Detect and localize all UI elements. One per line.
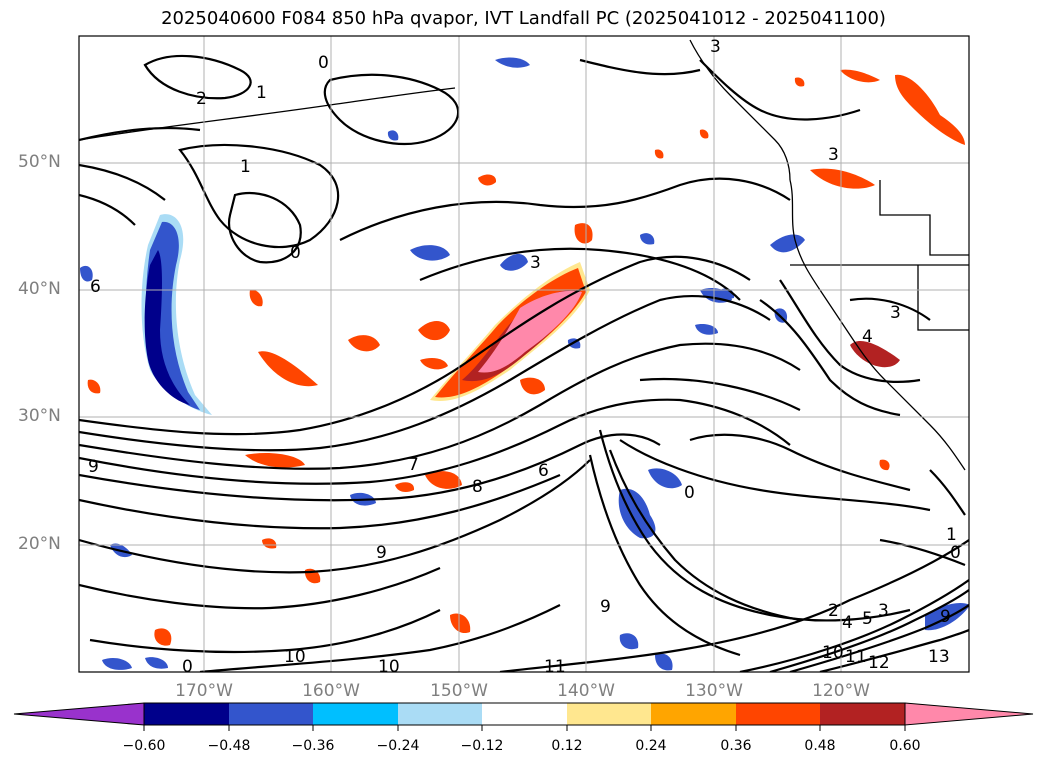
map-title: 2025040600 F084 850 hPa qvapor, IVT Land… xyxy=(161,8,886,29)
contour-label: 1 xyxy=(256,83,267,103)
colorbar-bin xyxy=(651,703,736,725)
contour-label: 8 xyxy=(472,477,483,497)
contour-label: 0 xyxy=(290,243,301,263)
contour-label: 9 xyxy=(940,607,951,627)
contour-label: 3 xyxy=(530,253,541,273)
colorbar-bin xyxy=(398,703,482,725)
colorbar-bin xyxy=(567,703,651,725)
colorbar-bin xyxy=(820,703,905,725)
contour-label: 0 xyxy=(684,483,695,503)
contour-label: 0 xyxy=(318,53,329,73)
colorbar-bin xyxy=(736,703,820,725)
lon-label-130w: 130°W xyxy=(685,681,743,701)
contour-label: 0 xyxy=(950,543,961,563)
contour-label: 5 xyxy=(862,609,873,629)
ivt-contours xyxy=(79,54,969,672)
colorbar xyxy=(13,702,1034,731)
colorbar-tick-label: 0.48 xyxy=(804,738,836,754)
lon-label-120w: 120°W xyxy=(812,681,870,701)
contour-label: 3 xyxy=(710,37,721,57)
contour-labels: 2 1 0 3 1 0 6 3 3 3 4 9 7 8 6 0 9 9 10 1… xyxy=(88,37,961,677)
contour-label: 9 xyxy=(88,457,99,477)
colorbar-tick-label: 0.12 xyxy=(551,738,583,754)
lat-label-30n: 30°N xyxy=(18,406,61,426)
colorbar-tick-label: −0.48 xyxy=(207,738,251,754)
contour-label: 12 xyxy=(868,653,890,673)
contour-label: 9 xyxy=(376,543,387,563)
colorbar-bin xyxy=(313,703,398,725)
plot-frame xyxy=(78,35,970,673)
contour-label: 4 xyxy=(862,327,873,347)
contour-label: 1 xyxy=(946,525,957,545)
contour-label: 2 xyxy=(828,601,839,621)
lon-label-160w: 160°W xyxy=(302,681,360,701)
colorbar-tick-label: −0.60 xyxy=(122,738,166,754)
contour-label: 1 xyxy=(240,157,251,177)
contour-label: 10 xyxy=(284,647,306,667)
coastlines xyxy=(79,39,969,471)
contour-label: 10 xyxy=(822,643,844,663)
contour-label: 11 xyxy=(544,657,566,677)
colorbar-tick-label: 0.60 xyxy=(889,738,921,754)
lat-label-50n: 50°N xyxy=(18,152,61,172)
lon-label-170w: 170°W xyxy=(175,681,233,701)
colorbar-bin xyxy=(229,703,313,725)
contour-label: 3 xyxy=(828,145,839,165)
contour-label: 0 xyxy=(182,657,193,677)
colorbar-extend-left xyxy=(13,702,145,726)
colorbar-extend-right xyxy=(904,702,1034,726)
gridlines xyxy=(79,36,969,672)
contour-label: 6 xyxy=(90,277,101,297)
contour-label: 11 xyxy=(845,647,867,667)
colorbar-tick-label: 0.36 xyxy=(720,738,752,754)
colorbar-bin xyxy=(482,703,567,725)
contour-label: 6 xyxy=(538,461,549,481)
contour-label: 10 xyxy=(378,657,400,677)
contour-label: 9 xyxy=(600,597,611,617)
contour-label: 3 xyxy=(890,303,901,323)
contour-label: 7 xyxy=(408,455,419,475)
lon-label-150w: 150°W xyxy=(430,681,488,701)
contour-label: 4 xyxy=(842,613,853,633)
colorbar-bin xyxy=(144,703,229,725)
contour-label: 2 xyxy=(196,89,207,109)
contour-label: 3 xyxy=(878,601,889,621)
colorbar-tick-label: −0.12 xyxy=(460,738,504,754)
lon-label-140w: 140°W xyxy=(557,681,615,701)
lat-label-20n: 20°N xyxy=(18,534,61,554)
lat-label-40n: 40°N xyxy=(18,279,61,299)
qvapor-shading xyxy=(80,57,969,671)
colorbar-tick-label: −0.24 xyxy=(376,738,420,754)
contour-label: 13 xyxy=(928,647,950,667)
colorbar-tick-label: −0.36 xyxy=(291,738,335,754)
colorbar-tick-label: 0.24 xyxy=(635,738,667,754)
